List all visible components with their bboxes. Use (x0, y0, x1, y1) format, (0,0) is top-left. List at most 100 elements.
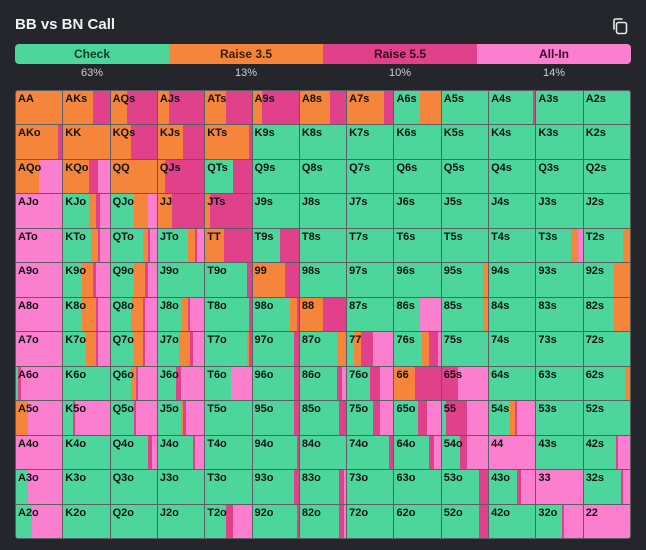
hand-cell[interactable]: A9s (252, 91, 299, 125)
hand-cell[interactable]: AJo (16, 194, 63, 228)
hand-cell[interactable]: QTo (110, 228, 157, 263)
hand-cell[interactable]: K6o (63, 366, 110, 401)
hand-cell[interactable]: TT (205, 228, 252, 263)
hand-cell[interactable]: AQo (16, 159, 63, 194)
hand-cell[interactable]: 76s (394, 332, 441, 366)
hand-cell[interactable]: K4s (489, 125, 536, 159)
hand-cell[interactable]: K2s (583, 125, 630, 159)
hand-cell[interactable]: 94o (252, 435, 299, 470)
hand-cell[interactable]: 98s (299, 263, 347, 297)
hand-cell[interactable]: J2s (583, 194, 630, 228)
hand-cell[interactable]: J3s (536, 194, 583, 228)
hand-cell[interactable]: 73o (347, 470, 394, 504)
hand-cell[interactable]: 94s (489, 263, 536, 297)
hand-cell[interactable]: A4o (16, 435, 63, 470)
hand-cell[interactable]: T9s (252, 228, 299, 263)
hand-cell[interactable]: Q4o (110, 435, 157, 470)
hand-cell[interactable]: J5s (441, 194, 489, 228)
hand-cell[interactable]: AA (16, 91, 63, 125)
hand-cell[interactable]: T6o (205, 366, 252, 401)
hand-cell[interactable]: 76o (347, 366, 394, 401)
hand-cell[interactable]: J9s (252, 194, 299, 228)
copy-button[interactable] (608, 14, 632, 38)
hand-cell[interactable]: K3o (63, 470, 110, 504)
hand-cell[interactable]: K9o (63, 263, 110, 297)
hand-cell[interactable]: 75s (441, 332, 489, 366)
hand-cell[interactable]: T5o (205, 401, 252, 435)
hand-cell[interactable]: K6s (394, 125, 441, 159)
hand-cell[interactable]: AKs (63, 91, 110, 125)
hand-cell[interactable]: KQs (110, 125, 157, 159)
hand-cell[interactable]: 33 (536, 470, 583, 504)
hand-cell[interactable]: 73s (536, 332, 583, 366)
hand-cell[interactable]: J2o (157, 504, 205, 538)
hand-cell[interactable]: AKo (16, 125, 63, 159)
hand-cell[interactable]: 53o (441, 470, 489, 504)
hand-cell[interactable]: 54o (441, 435, 489, 470)
hand-cell[interactable]: 86s (394, 297, 441, 332)
hand-cell[interactable]: KQo (63, 159, 110, 194)
hand-cell[interactable]: 74o (347, 435, 394, 470)
hand-cell[interactable]: 93s (536, 263, 583, 297)
hand-cell[interactable]: Q8o (110, 297, 157, 332)
hand-cell[interactable]: 42o (489, 504, 536, 538)
hand-cell[interactable]: 83s (536, 297, 583, 332)
hand-cell[interactable]: 93o (252, 470, 299, 504)
hand-cell[interactable]: 32s (583, 470, 630, 504)
hand-cell[interactable]: JTo (157, 228, 205, 263)
hand-cell[interactable]: A3o (16, 470, 63, 504)
hand-cell[interactable]: J8o (157, 297, 205, 332)
hand-cell[interactable]: 44 (489, 435, 536, 470)
hand-cell[interactable]: QJs (157, 159, 205, 194)
hand-cell[interactable]: AQs (110, 91, 157, 125)
hand-cell[interactable]: 96o (252, 366, 299, 401)
hand-cell[interactable]: A8o (16, 297, 63, 332)
hand-cell[interactable]: T4o (205, 435, 252, 470)
hand-cell[interactable]: Q3o (110, 470, 157, 504)
hand-cell[interactable]: T3s (536, 228, 583, 263)
hand-cell[interactable]: 85s (441, 297, 489, 332)
legend-all-in[interactable]: All-In (477, 44, 631, 64)
hand-cell[interactable]: K8s (299, 125, 347, 159)
hand-cell[interactable]: QQ (110, 159, 157, 194)
hand-cell[interactable]: J6o (157, 366, 205, 401)
hand-cell[interactable]: Q6o (110, 366, 157, 401)
hand-cell[interactable]: K7s (347, 125, 394, 159)
hand-cell[interactable]: A5s (441, 91, 489, 125)
hand-cell[interactable]: A8s (299, 91, 347, 125)
hand-cell[interactable]: J4o (157, 435, 205, 470)
hand-cell[interactable]: 82o (299, 504, 347, 538)
hand-cell[interactable]: Q2o (110, 504, 157, 538)
hand-cell[interactable]: 98o (252, 297, 299, 332)
hand-cell[interactable]: 32o (536, 504, 583, 538)
hand-cell[interactable]: T2o (205, 504, 252, 538)
hand-cell[interactable]: 64s (489, 366, 536, 401)
hand-cell[interactable]: 72o (347, 504, 394, 538)
hand-cell[interactable]: 88 (299, 297, 347, 332)
hand-cell[interactable]: KTs (205, 125, 252, 159)
hand-cell[interactable]: 77 (347, 332, 394, 366)
hand-cell[interactable]: A7o (16, 332, 63, 366)
hand-cell[interactable]: JTs (205, 194, 252, 228)
hand-cell[interactable]: 65s (441, 366, 489, 401)
hand-cell[interactable]: J3o (157, 470, 205, 504)
hand-cell[interactable]: QJo (110, 194, 157, 228)
hand-cell[interactable]: 83o (299, 470, 347, 504)
legend-raise-5-5[interactable]: Raise 5.5 (323, 44, 477, 64)
hand-cell[interactable]: 97s (347, 263, 394, 297)
hand-cell[interactable]: Q8s (299, 159, 347, 194)
hand-cell[interactable]: 99 (252, 263, 299, 297)
hand-cell[interactable]: K7o (63, 332, 110, 366)
hand-cell[interactable]: 42s (583, 435, 630, 470)
hand-cell[interactable]: A2s (583, 91, 630, 125)
hand-cell[interactable]: 84o (299, 435, 347, 470)
hand-cell[interactable]: 52o (441, 504, 489, 538)
hand-cell[interactable]: T4s (489, 228, 536, 263)
hand-cell[interactable]: A4s (489, 91, 536, 125)
hand-cell[interactable]: Q9s (252, 159, 299, 194)
hand-cell[interactable]: Q5s (441, 159, 489, 194)
hand-cell[interactable]: 66 (394, 366, 441, 401)
hand-cell[interactable]: 64o (394, 435, 441, 470)
hand-cell[interactable]: Q7s (347, 159, 394, 194)
hand-cell[interactable]: Q9o (110, 263, 157, 297)
